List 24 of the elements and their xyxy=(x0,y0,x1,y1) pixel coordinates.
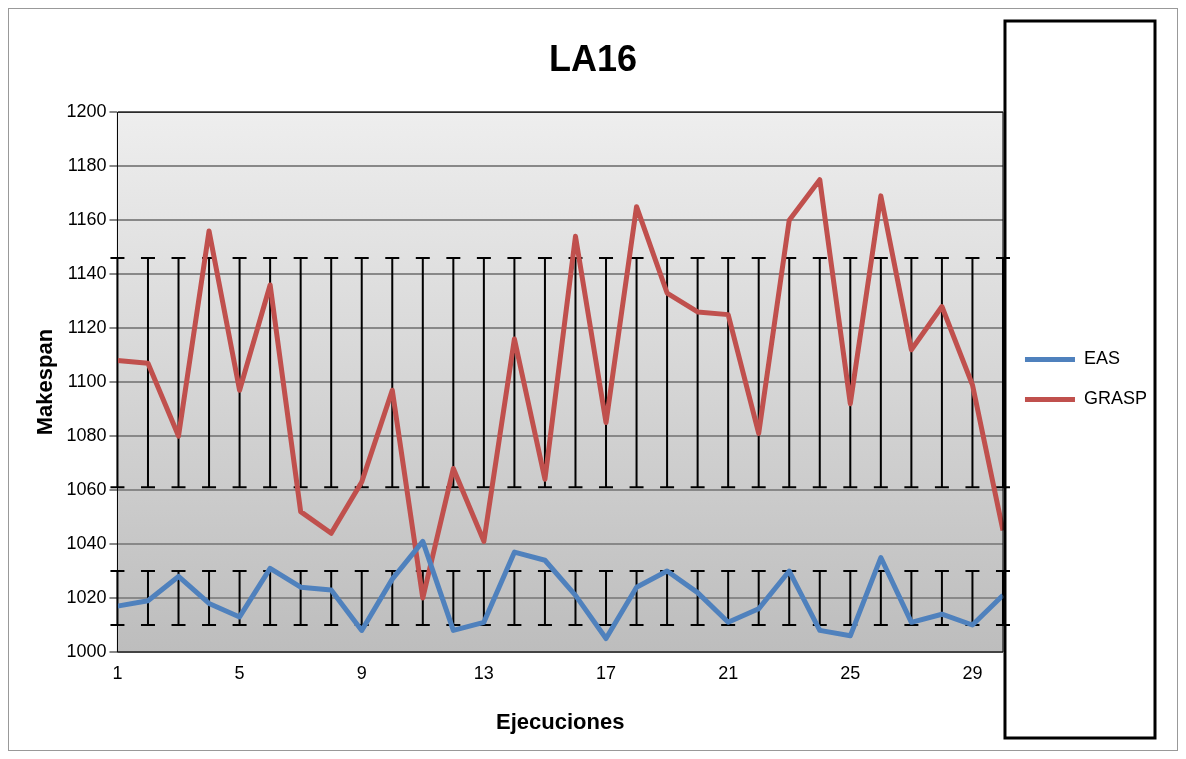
x-tick-label: 29 xyxy=(962,662,983,683)
y-tick-label: 1120 xyxy=(67,317,107,338)
x-tick-label: 21 xyxy=(718,662,739,683)
y-tick-label: 1080 xyxy=(66,425,107,446)
legend-label: GRASP xyxy=(1083,388,1148,409)
y-tick-label: 1160 xyxy=(67,209,107,230)
x-tick-label: 5 xyxy=(234,662,245,683)
y-tick-label: 1040 xyxy=(66,533,107,554)
x-tick-label: 13 xyxy=(473,662,494,683)
y-tick-label: 1180 xyxy=(67,155,107,176)
y-tick-label: 1020 xyxy=(66,586,107,607)
x-tick-label: 9 xyxy=(356,662,367,683)
y-tick-label: 1100 xyxy=(67,371,107,392)
x-tick-label: 25 xyxy=(840,662,861,683)
y-tick-label: 1200 xyxy=(66,101,107,122)
x-tick-label: 1 xyxy=(112,662,123,683)
legend-label: EAS xyxy=(1083,348,1121,369)
x-tick-label: 17 xyxy=(596,662,617,683)
y-tick-label: 1000 xyxy=(66,640,107,661)
y-axis-title: Makespan xyxy=(32,328,58,436)
chart-title: LA16 xyxy=(548,37,638,79)
y-tick-label: 1140 xyxy=(67,263,107,284)
x-axis-title: Ejecuciones xyxy=(496,708,625,734)
y-tick-label: 1060 xyxy=(66,479,107,500)
